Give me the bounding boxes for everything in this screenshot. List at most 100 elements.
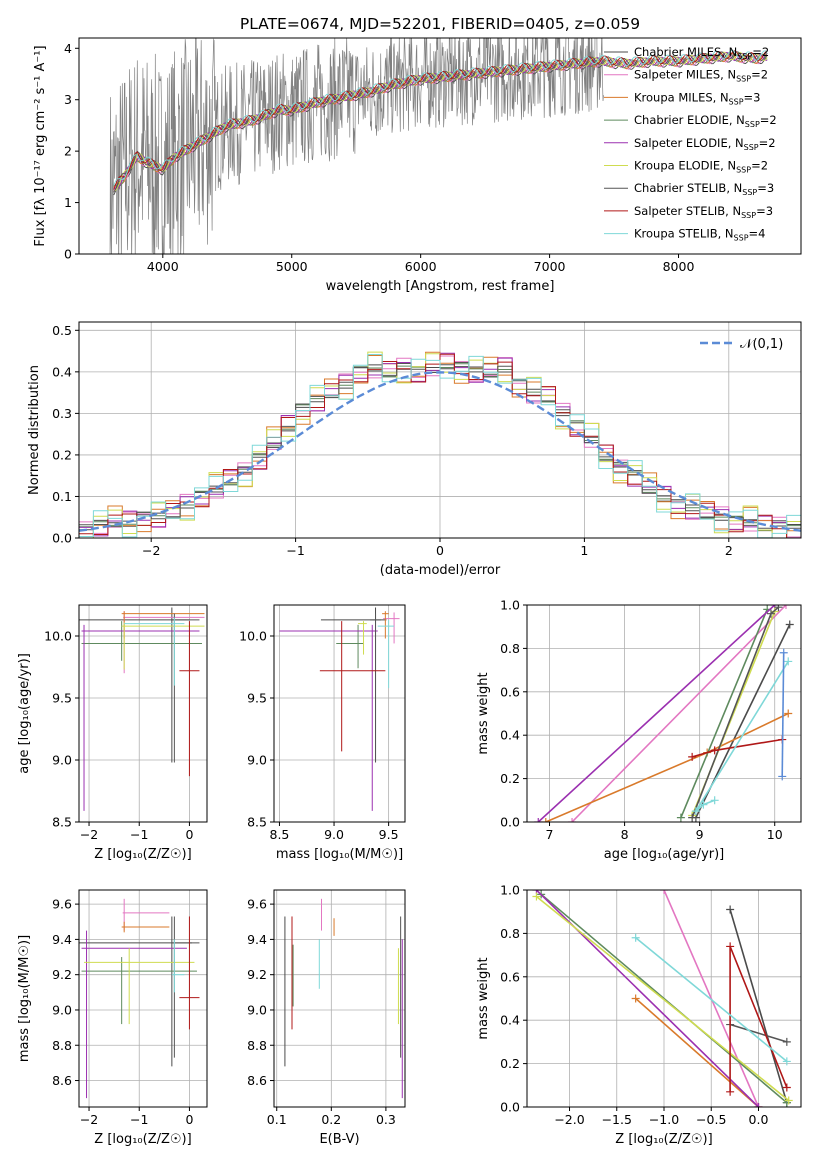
y-tick-label: 0.8 xyxy=(500,641,520,656)
y-tick-label: 9.0 xyxy=(247,1002,267,1017)
x-tick-label: −2 xyxy=(80,827,98,842)
mass-vs-ebv-panel: 0.1 0.2 0.3 8.6 8.8 9.0 9.2 9.4 9.6 E(B-V) xyxy=(247,889,406,1147)
x-tick-label: −1 xyxy=(130,1112,148,1127)
weight-line-2 xyxy=(545,712,789,822)
y-tick-label: 0.8 xyxy=(500,926,520,941)
plot-area xyxy=(534,605,794,822)
x-tick-label: 0 xyxy=(436,543,444,558)
y-axis-label: Normed distribution xyxy=(27,365,42,495)
x-tick-label: 0.2 xyxy=(321,1112,341,1127)
legend-rest: =3 xyxy=(756,204,773,218)
legend-rest: =2 xyxy=(760,113,777,127)
x-tick-label: 0 xyxy=(185,827,193,842)
x-tick-label: −1 xyxy=(130,827,148,842)
legend-label: Chabrier STELIB, NSSP=3 xyxy=(634,181,774,197)
y-tick-label: 0.5 xyxy=(52,323,72,338)
y-axis-label: Flux [fλ 10⁻¹⁷ erg cm⁻² s⁻¹ A⁻¹] xyxy=(33,45,48,246)
x-tick-label: 0.3 xyxy=(376,1112,396,1127)
y-tick-label: 1 xyxy=(64,195,72,210)
y-tick-label: 0.4 xyxy=(52,364,72,379)
weight-marker-1 xyxy=(781,605,790,609)
x-axis-label: E(B-V) xyxy=(319,1132,359,1147)
x-tick-label: −2.0 xyxy=(554,1112,584,1127)
weight-marker-9 xyxy=(779,648,788,657)
y-tick-label: 8.8 xyxy=(247,1038,267,1053)
legend-label: Kroupa MILES, NSSP=3 xyxy=(634,90,760,106)
legend-rest: =3 xyxy=(757,181,774,195)
weight-marker-6 xyxy=(774,605,783,612)
spectrum-panel: 4000 5000 6000 7000 8000 0 1 2 3 4 wavelength [Ang… xyxy=(33,37,802,294)
x-tick-label: 0.0 xyxy=(749,1112,769,1127)
weight-marker-8 xyxy=(699,800,708,809)
plot-area xyxy=(79,607,205,811)
legend-label: Kroupa STELIB, NSSP=4 xyxy=(634,227,765,243)
y-tick-label: 9.5 xyxy=(247,691,267,706)
legend-sub: SSP xyxy=(745,120,760,129)
y-axis-label: mass weight xyxy=(476,672,491,754)
chart-title: PLATE=0674, MJD=52201, FIBERID=0405, z=0… xyxy=(240,15,640,33)
y-tick-label: 9.2 xyxy=(247,967,267,982)
y-tick-label: 0.0 xyxy=(500,1100,520,1115)
x-axis-label: Z [log₁₀(Z/Z☉)] xyxy=(94,1132,191,1147)
legend-label: Chabrier ELODIE, NSSP=2 xyxy=(634,113,777,129)
weight-marker-2 xyxy=(631,994,640,1003)
y-tick-label: 0.4 xyxy=(500,728,520,743)
weight-marker-7 xyxy=(688,752,697,761)
plot-area xyxy=(284,898,403,1099)
weight-line-6 xyxy=(729,1023,788,1043)
age-vs-mass-panel: 8.5 9.0 9.5 8.5 9.0 9.5 10.0 mass [log₁₀(M/M☉)] xyxy=(239,604,406,862)
weight-marker-5 xyxy=(784,1096,793,1105)
axes-frame xyxy=(78,321,802,539)
weight-marker-8 xyxy=(784,657,793,666)
x-tick-label: −2 xyxy=(80,1112,98,1127)
x-tick-label: 5000 xyxy=(276,259,308,274)
y-tick-label: 9.0 xyxy=(52,1002,72,1017)
y-tick-label: 0.3 xyxy=(52,406,72,421)
y-tick-label: 0.4 xyxy=(500,1013,520,1028)
axes-frame xyxy=(78,604,208,823)
y-axis-label: age [log₁₀(age/yr)] xyxy=(17,653,32,774)
y-tick-label: 0.6 xyxy=(500,969,520,984)
x-tick-label: 9 xyxy=(696,827,704,842)
y-tick-label: 8.5 xyxy=(247,815,267,830)
legend-sub: SSP xyxy=(729,97,744,106)
legend-rest: =2 xyxy=(752,45,769,59)
legend-sub: SSP xyxy=(741,211,756,220)
weight-marker-6 xyxy=(782,1037,791,1046)
normal-curve xyxy=(79,371,801,532)
y-tick-label: 1.0 xyxy=(500,883,520,898)
x-tick-label: −2 xyxy=(142,543,160,558)
plot-area xyxy=(79,898,200,1099)
legend-sub: SSP xyxy=(737,52,752,61)
x-axis-label: Z [log₁₀(Z/Z☉)] xyxy=(94,847,191,862)
weight-line-9 xyxy=(781,652,785,777)
legend-sub: SSP xyxy=(742,188,757,197)
weight-marker-9 xyxy=(778,772,787,781)
legend-label: 𝒩(0,1) xyxy=(740,337,783,352)
plot-area xyxy=(279,607,400,811)
residual-panel: −2 −1 0 1 2 0.0 0.1 0.2 0.3 0.4 0.5 (data-model)/er… xyxy=(27,321,802,578)
data-spectrum xyxy=(109,38,604,254)
x-tick-label: 9.0 xyxy=(324,827,344,842)
y-tick-label: 4 xyxy=(64,41,72,56)
weight-line-0 xyxy=(729,909,788,1103)
legend-rest: =2 xyxy=(759,136,776,150)
x-tick-label: 0 xyxy=(185,1112,193,1127)
weight-marker-8 xyxy=(782,1057,791,1066)
y-tick-label: 0.0 xyxy=(52,531,72,546)
weight-line-5 xyxy=(535,895,790,1102)
weight-marker-2 xyxy=(784,709,793,718)
weight-marker-4 xyxy=(754,1103,763,1107)
weight-line-7 xyxy=(691,738,783,758)
x-tick-label: 2 xyxy=(725,543,733,558)
y-tick-label: 0.2 xyxy=(52,447,72,462)
legend-sub: SSP xyxy=(744,143,759,152)
weight-vs-Z-panel: −2.0 −1.5 −1.0 −0.5 0.0 0.0 0.2 0.4 0.6 0.8 1.0 Z [… xyxy=(476,883,802,1147)
x-tick-label: 8 xyxy=(621,827,629,842)
x-tick-label: 1 xyxy=(580,543,588,558)
y-tick-label: 0 xyxy=(64,247,72,262)
axes-frame xyxy=(273,889,406,1108)
legend-rest: =2 xyxy=(751,159,768,173)
model-spectrum-8 xyxy=(113,49,768,186)
